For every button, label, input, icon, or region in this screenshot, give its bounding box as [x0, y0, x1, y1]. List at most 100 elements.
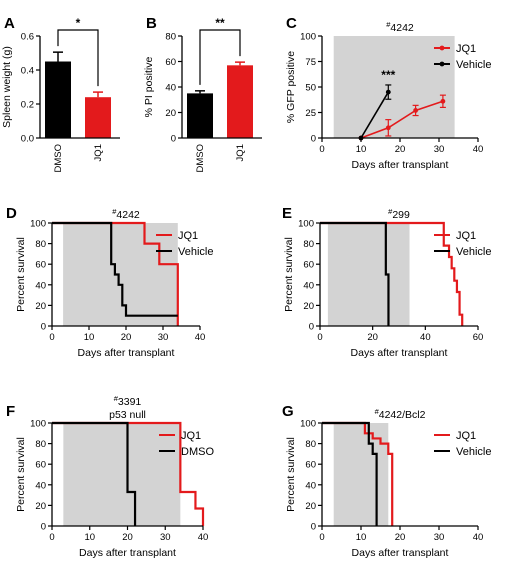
title-text: 3391	[118, 396, 142, 408]
x-tick-label: DMSO	[53, 144, 64, 173]
significance-marker: *	[76, 16, 81, 30]
y-axis-label: Percent survival	[15, 437, 27, 512]
x-tick-label: 20	[395, 532, 406, 543]
x-axis-label: Days after transplant	[351, 347, 448, 359]
y-axis-label: Percent survival	[285, 437, 297, 512]
y-tick-label: 20	[35, 501, 46, 512]
panel-c: C 0 25 50 75 100 0 10 20 30 40 % GFP positive Days a…	[285, 15, 491, 171]
legend-entry-jq1: JQ1	[159, 430, 201, 442]
y-tick-label: 0.0	[21, 134, 34, 145]
treatment-window	[333, 36, 455, 138]
legend-label: JQ1	[178, 230, 198, 242]
significance-bracket	[57, 29, 99, 87]
series-line-jq1	[320, 221, 464, 326]
series-line-vehicle	[320, 221, 390, 326]
x-tick-label: 40	[198, 532, 209, 543]
y-tick-label: 20	[303, 301, 314, 312]
significance-marker: ***	[381, 68, 395, 82]
significance-marker: **	[215, 16, 225, 30]
legend-entry-jq1: JQ1	[434, 430, 476, 442]
y-tick-label: 0	[311, 134, 316, 145]
legend-label: Vehicle	[456, 59, 491, 71]
y-tick-label: 40	[35, 280, 46, 291]
panel-label: D	[6, 205, 17, 222]
title-text: 4242/Bcl2	[379, 409, 426, 421]
panel-a: A DMSO JQ1 0.0 0.2 0.4 0.6 Spleen weight (g) *	[1, 15, 120, 173]
panel-b: B DMSO JQ1 0 20 40 60 80 % PI positive **	[143, 15, 262, 173]
title-text: 299	[392, 209, 410, 221]
y-tick-label: 20	[305, 501, 316, 512]
y-tick-label: 0	[311, 522, 316, 533]
chart-title: #4242	[112, 207, 140, 221]
x-tick-label: JQ1	[93, 144, 104, 161]
y-tick-label: 0	[171, 134, 176, 145]
legend-entry-jq1: JQ1	[434, 230, 476, 242]
series-line-dmso	[52, 421, 137, 526]
treatment-window	[63, 223, 178, 326]
x-tick-label: 30	[434, 532, 445, 543]
legend-marker	[439, 45, 445, 51]
y-tick-label: 60	[303, 260, 314, 271]
x-axis-label: Days after transplant	[352, 159, 449, 171]
y-tick-label: 0	[41, 322, 46, 333]
y-tick-label: 100	[30, 219, 46, 230]
y-tick-label: 40	[305, 480, 316, 491]
legend-label: JQ1	[456, 43, 476, 55]
series-line-vehicle	[322, 421, 378, 526]
x-tick-label: 60	[473, 332, 484, 343]
x-tick-label: 20	[121, 332, 132, 343]
x-tick-label: 0	[319, 144, 324, 155]
panel-label: B	[146, 15, 157, 32]
y-axis-label: Spleen weight (g)	[1, 46, 13, 128]
y-tick-label: 60	[305, 460, 316, 471]
x-tick-label: DMSO	[195, 144, 206, 173]
bar-jq1	[227, 65, 253, 138]
data-point	[413, 108, 418, 113]
y-tick-label: 0.2	[21, 100, 34, 111]
data-point	[385, 89, 391, 95]
x-tick-label: 30	[160, 532, 171, 543]
x-tick-label: 10	[356, 144, 367, 155]
chart-title: #299	[388, 207, 410, 221]
panel-label: E	[282, 205, 292, 222]
title-text: 4242	[390, 22, 414, 34]
panel-f: F 0 20 40 60 80 100 0 10 20 30 40 Percent survival Da…	[6, 394, 214, 559]
panel-label: C	[286, 15, 297, 32]
chart-title: #4242	[386, 20, 414, 34]
legend-label: JQ1	[456, 430, 476, 442]
panel-label: F	[6, 403, 15, 420]
y-axis-label: % PI positive	[143, 56, 155, 117]
treatment-window	[327, 223, 410, 326]
title-superscript: #	[112, 207, 117, 216]
title-superscript: #	[114, 394, 119, 403]
series-line-vehicle	[52, 221, 178, 317]
legend-marker	[439, 61, 445, 67]
y-tick-label: 100	[300, 419, 316, 430]
x-tick-label: 20	[395, 144, 406, 155]
treatment-window	[333, 423, 389, 526]
y-tick-label: 75	[305, 57, 316, 68]
y-tick-label: 100	[300, 32, 316, 43]
panel-g: G 0 20 40 60 80 100 0 10 20 30 40 Percent survival Da…	[282, 403, 491, 559]
legend-entry-jq1: JQ1	[156, 230, 198, 242]
x-tick-label: 10	[84, 332, 95, 343]
y-tick-label: 60	[35, 260, 46, 271]
x-tick-label: JQ1	[235, 144, 246, 161]
y-axis-label: % GFP positive	[285, 51, 297, 123]
legend-entry-dmso: DMSO	[159, 446, 214, 458]
title-superscript: #	[375, 407, 380, 416]
legend-label: Vehicle	[456, 246, 491, 258]
legend-entry-vehicle: Vehicle	[434, 59, 491, 71]
title-text: 4242	[116, 209, 140, 221]
x-axis-label: Days after transplant	[79, 547, 176, 559]
y-tick-label: 80	[303, 239, 314, 250]
y-tick-label: 60	[165, 57, 176, 68]
series-line-jq1	[52, 221, 179, 326]
data-point	[385, 125, 391, 131]
bar-jq1	[85, 97, 111, 138]
y-tick-label: 80	[35, 239, 46, 250]
series-line-jq1	[322, 421, 394, 526]
y-tick-label: 100	[298, 219, 314, 230]
y-tick-label: 40	[35, 480, 46, 491]
